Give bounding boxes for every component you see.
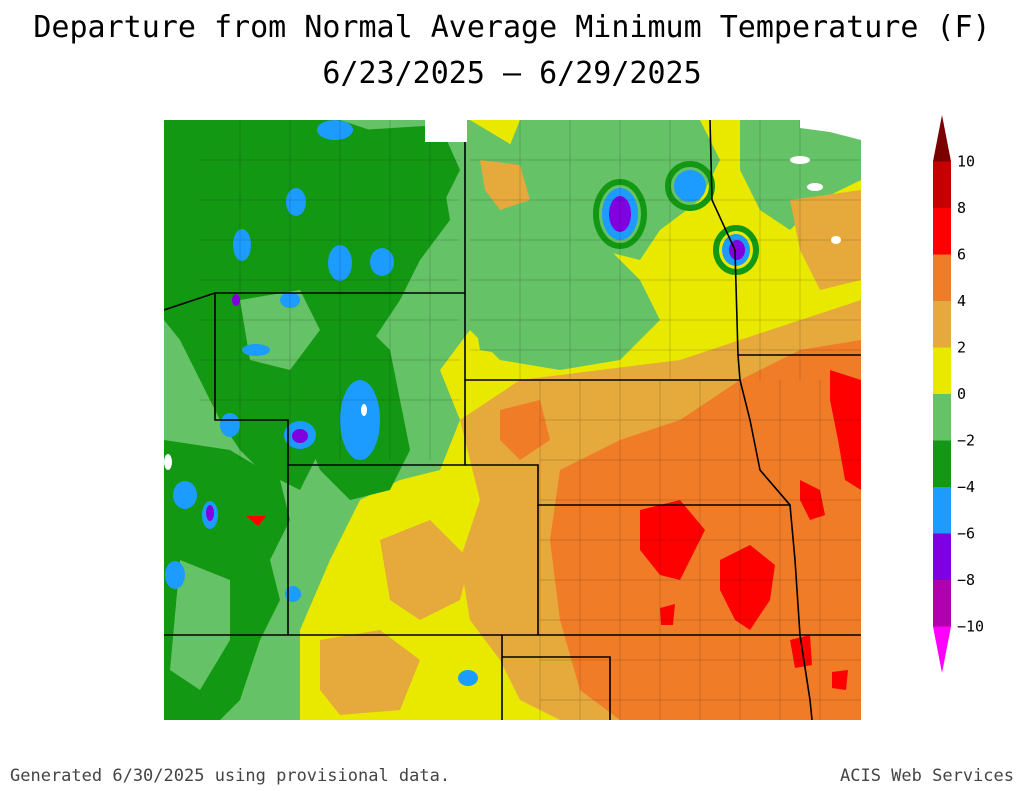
region-minus6-spot	[220, 413, 240, 437]
footer-source: ACIS Web Services	[840, 766, 1014, 786]
region-minus6-spot	[280, 292, 300, 308]
region-plus6-kansas	[640, 500, 705, 580]
legend-label: 10	[957, 153, 975, 171]
legend-swatch	[933, 440, 951, 487]
map-body	[164, 120, 861, 720]
legend-label: 2	[957, 339, 966, 357]
legend-label: −10	[957, 618, 984, 636]
legend-swatch	[933, 301, 951, 348]
region-minus6-spot	[458, 670, 478, 686]
legend-label: −8	[957, 571, 975, 589]
legend-label: −2	[957, 432, 975, 450]
legend-swatch	[933, 347, 951, 394]
state-boundaries	[164, 120, 861, 720]
region-minus6-spot	[328, 245, 352, 281]
region-minus8-spot	[609, 196, 631, 232]
region-plus6-spot	[790, 635, 812, 668]
legend-swatch	[933, 254, 951, 301]
region-plus6-spot	[832, 670, 848, 690]
lakes	[164, 156, 841, 470]
region-plus6-spot	[800, 480, 825, 520]
region-minus6-spot	[165, 561, 185, 589]
region-minus2-northeast2	[740, 120, 861, 230]
region-plus6-spot	[660, 604, 675, 625]
region-plus6-spot	[246, 516, 266, 526]
legend-swatch	[933, 208, 951, 255]
region-minus8-spot	[232, 294, 240, 306]
map-date-range: 6/23/2025 – 6/29/2025	[322, 56, 702, 91]
region-minus6-spot	[286, 188, 306, 216]
region-plus4-east	[550, 340, 861, 720]
region-minus4-ring	[593, 179, 647, 249]
region-minus6-spot	[340, 380, 380, 460]
region-minus6-spot	[674, 170, 706, 202]
region-minus2-central-band	[470, 280, 640, 360]
region-minus4-north	[360, 125, 460, 220]
region-minus8-spot	[206, 505, 214, 521]
region-minus8-spot	[292, 429, 308, 443]
footer-generated-note: Generated 6/30/2025 using provisional da…	[10, 766, 451, 786]
legend-swatch	[933, 115, 951, 162]
legend-swatch	[933, 161, 951, 208]
region-plus6-missouri	[720, 545, 775, 630]
legend-swatch	[933, 580, 951, 627]
legend-label: 8	[957, 199, 966, 217]
region-minus6-spot	[242, 344, 270, 356]
legend-swatch	[933, 487, 951, 534]
region-minus6-spot	[233, 229, 251, 261]
region-minus6-spot	[317, 120, 353, 140]
legend-label: 4	[957, 292, 966, 310]
region-minus2-northeast	[500, 120, 720, 260]
region-plus4-spot	[500, 400, 550, 460]
region-plus2-north	[480, 160, 530, 210]
legend-swatch	[933, 394, 951, 441]
region-minus6-spot	[285, 586, 301, 602]
region-plus6-iowa	[830, 370, 861, 490]
region-minus2-patch2	[170, 560, 230, 690]
region-plus2-northeast	[790, 190, 861, 290]
legend-label: −6	[957, 525, 975, 543]
legend-label: 0	[957, 385, 966, 403]
region-plus2-colorado	[380, 520, 470, 620]
legend-label: −4	[957, 478, 975, 496]
region-minus6-spot	[173, 481, 197, 509]
map-title: Departure from Normal Average Minimum Te…	[33, 10, 991, 45]
legend-label: 6	[957, 246, 966, 264]
region-minus6-spot	[370, 248, 394, 276]
legend-swatch	[933, 533, 951, 580]
county-lines	[200, 120, 861, 720]
legend-swatch	[933, 626, 951, 673]
region-plus2-southwest	[320, 630, 420, 715]
color-legend: 10 8 6 4 2 0 −2 −4 −6 −8 −10	[933, 115, 984, 673]
